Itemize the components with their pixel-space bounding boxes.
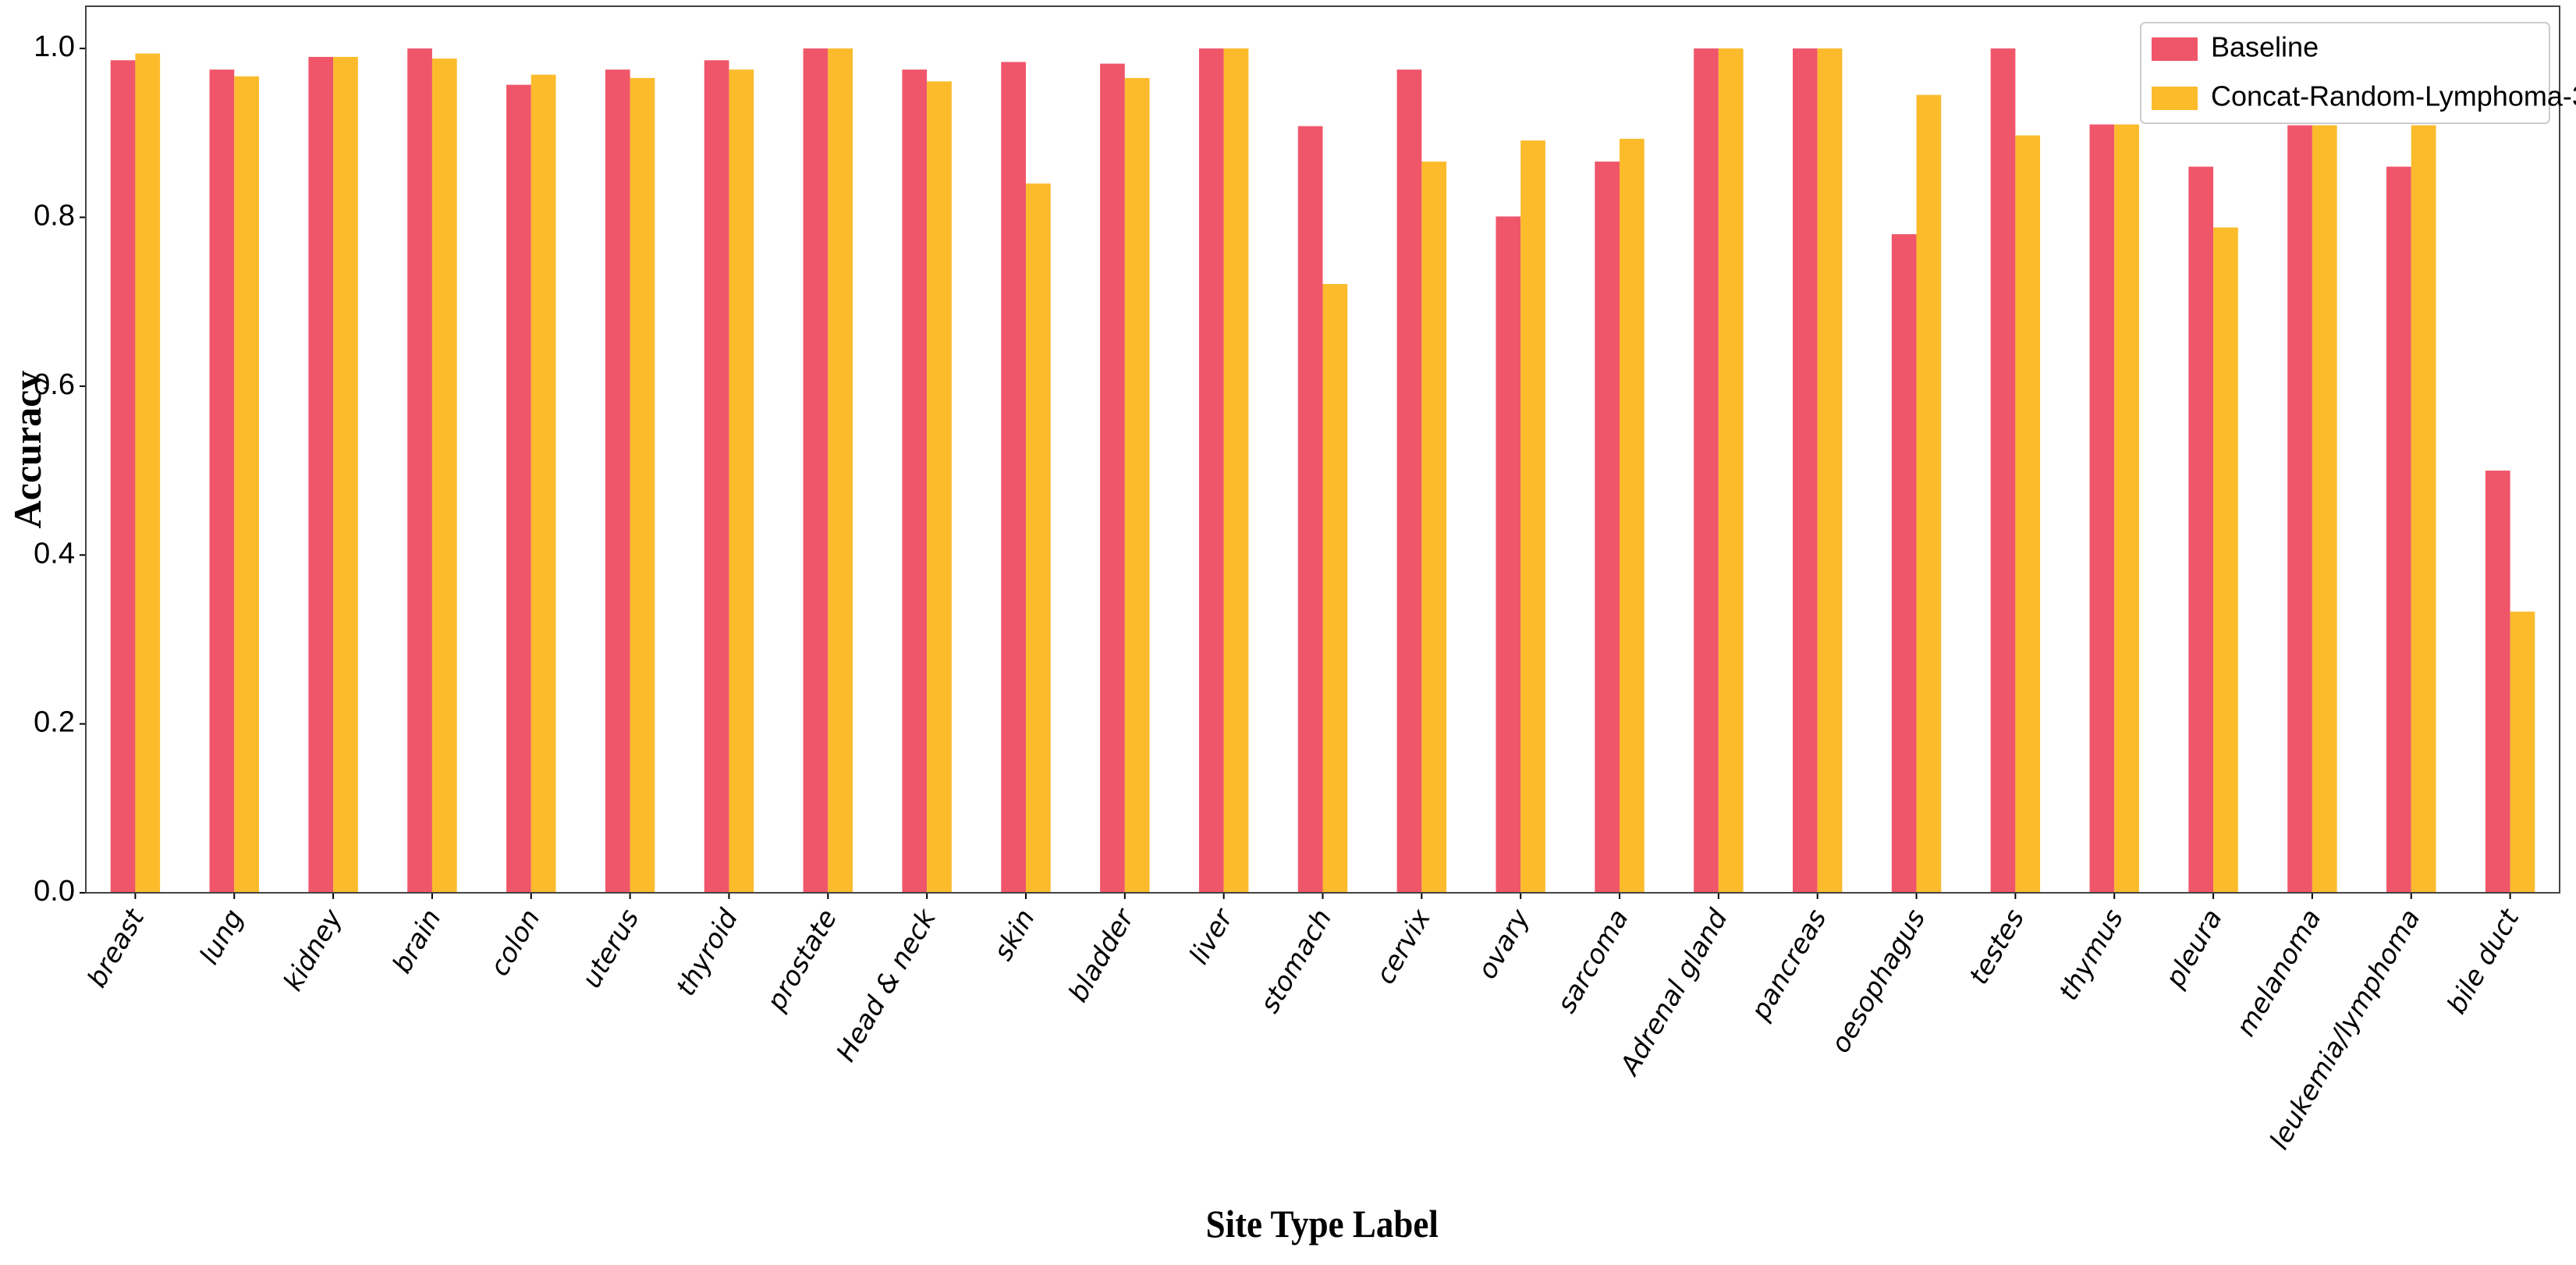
- bar: [1396, 69, 1422, 894]
- bar: [135, 53, 161, 893]
- x-tick-label: bile duct: [2441, 903, 2526, 1019]
- bar: [902, 69, 928, 894]
- bar: [308, 56, 334, 893]
- y-tick-label: 0.8: [34, 200, 75, 233]
- x-tick-label: ovary: [1471, 904, 1536, 985]
- y-tick-label: 1.0: [34, 30, 75, 63]
- bar: [333, 56, 358, 893]
- y-tick-label: 0.2: [34, 706, 75, 739]
- bar: [828, 48, 853, 894]
- bar: [2287, 125, 2312, 893]
- y-tick-label: 0.0: [34, 875, 75, 908]
- x-tick-label: pancreas: [1744, 904, 1833, 1026]
- x-tick-label: thymus: [2053, 904, 2130, 1006]
- x-tick-label: pleura: [2159, 904, 2229, 994]
- bar: [1297, 126, 1323, 893]
- bar: [1916, 94, 1942, 894]
- bar: [431, 59, 457, 893]
- plot-frame: [85, 5, 2560, 894]
- bar: [803, 48, 829, 894]
- x-tick-label: testes: [1964, 904, 2031, 990]
- bar: [729, 69, 754, 894]
- bar: [407, 48, 432, 894]
- bar: [234, 76, 259, 893]
- bar: [1025, 183, 1051, 893]
- legend-box: [2140, 22, 2550, 124]
- bar: [1322, 283, 1348, 893]
- bar: [530, 74, 556, 894]
- x-tick-label: bladder: [1063, 903, 1141, 1007]
- x-tick-label: stomach: [1254, 904, 1339, 1018]
- bar: [1817, 48, 1843, 894]
- bar: [1694, 48, 1719, 894]
- bar: [605, 69, 630, 894]
- x-tick-label: thyroid: [670, 904, 744, 1001]
- x-tick-label: cervix: [1370, 904, 1438, 990]
- x-tick-label: Adrenal gland: [1613, 904, 1734, 1082]
- legend-label: Baseline: [2211, 31, 2319, 63]
- legend-label: Concat-Random-Lymphoma-3: [2211, 80, 2576, 112]
- bar: [1990, 48, 2016, 894]
- bar: [2213, 227, 2238, 893]
- bar: [2312, 125, 2337, 893]
- x-tick-label: uterus: [576, 904, 645, 993]
- x-tick-label: kidney: [278, 904, 349, 997]
- bar: [2386, 166, 2411, 894]
- y-tick-label: 0.6: [34, 368, 75, 401]
- x-tick-label: sarcoma: [1551, 904, 1635, 1018]
- bar: [2411, 125, 2436, 893]
- bar: [704, 60, 729, 893]
- bar: [2114, 124, 2139, 893]
- bar: [2015, 135, 2041, 893]
- bar: [110, 60, 136, 893]
- y-tick-label: 0.4: [34, 537, 75, 570]
- bar: [927, 81, 952, 893]
- legend-swatch: [2152, 87, 2198, 110]
- bar: [1620, 138, 1645, 893]
- x-axis-label: Site Type Label: [1206, 1203, 1439, 1246]
- x-tick-label: breast: [81, 903, 151, 993]
- bar: [1891, 234, 1917, 894]
- x-tick-label: prostate: [761, 904, 843, 1017]
- bar: [1421, 162, 1447, 893]
- bar: [2510, 611, 2535, 893]
- bar: [2188, 166, 2214, 894]
- x-tick-label: oesophagus: [1825, 904, 1932, 1059]
- legend-swatch: [2152, 37, 2198, 61]
- y-axis-label: Accuracy: [5, 371, 49, 529]
- x-tick-label: colon: [484, 904, 546, 982]
- bar: [1718, 48, 1744, 894]
- x-tick-label: Head & neck: [830, 903, 942, 1067]
- x-tick-label: brain: [386, 904, 447, 979]
- bar: [209, 69, 235, 894]
- bar: [2485, 471, 2510, 893]
- bar: [1100, 63, 1125, 893]
- x-tick-label: lung: [193, 904, 250, 970]
- bar: [2089, 124, 2115, 893]
- bar: [1198, 48, 1224, 894]
- bar: [1496, 216, 1521, 893]
- bar: [1595, 162, 1620, 893]
- bar: [1124, 77, 1150, 893]
- x-tick-label: liver: [1183, 903, 1240, 970]
- bar: [1223, 48, 1249, 894]
- bar: [630, 77, 655, 893]
- bar: [1001, 62, 1026, 893]
- x-tick-label: melanoma: [2230, 904, 2328, 1042]
- legend: Baseline Concat-Random-Lymphoma-3: [2140, 22, 2576, 124]
- bar: [1520, 140, 1545, 894]
- bar: [506, 84, 531, 893]
- bar: [1792, 48, 1818, 894]
- x-tick-label: skin: [988, 904, 1041, 966]
